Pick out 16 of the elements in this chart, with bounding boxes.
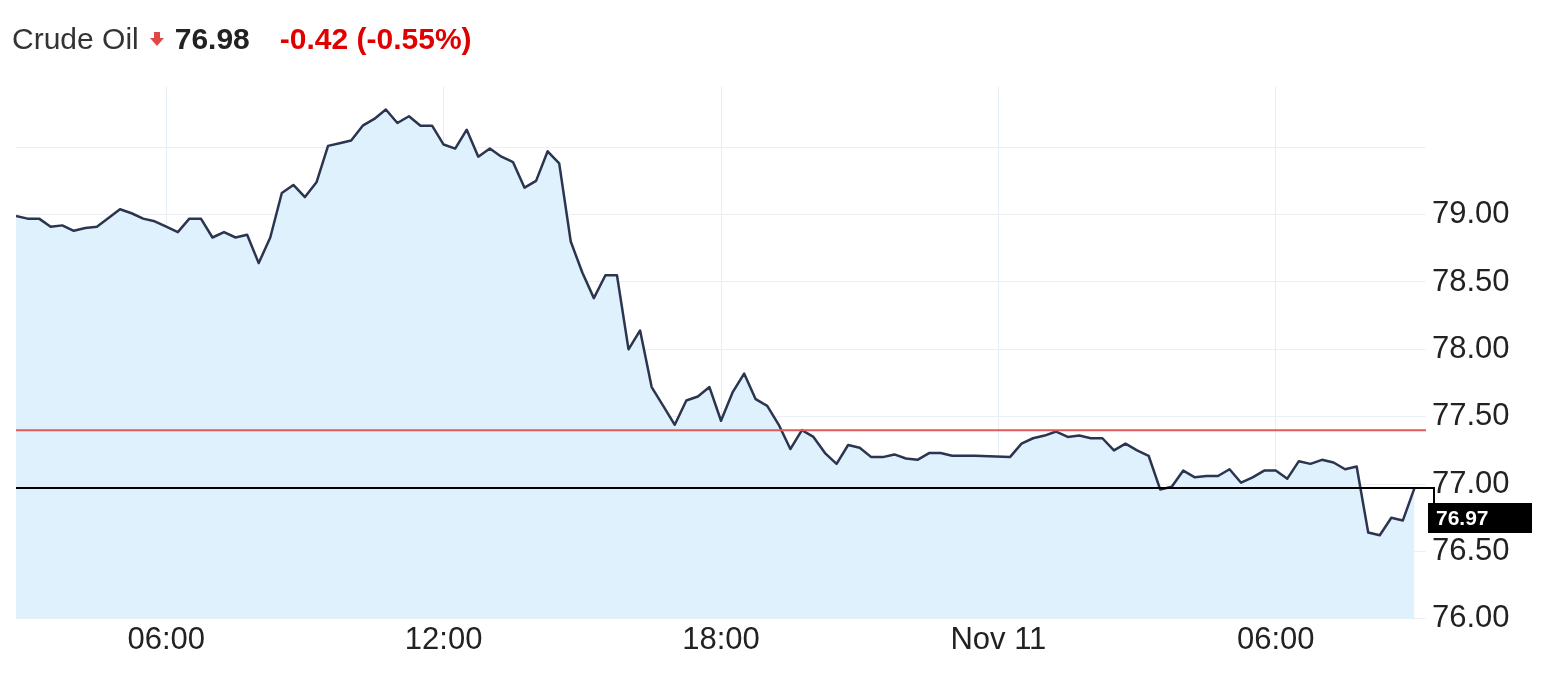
y-tick-label: 78.50 (1432, 262, 1510, 298)
chart-title: Crude Oil (12, 22, 139, 56)
y-tick-label: 78.00 (1432, 329, 1510, 365)
y-tick-label: 77.50 (1432, 397, 1510, 433)
y-tick-label: 79.00 (1432, 195, 1510, 231)
x-tick-label: Nov 11 (950, 620, 1047, 656)
text: -0.42 (-0.55%) (279, 22, 472, 56)
x-tick-label: 18:00 (682, 620, 760, 656)
y-tick-label: 76.00 (1432, 599, 1510, 635)
y-tick-label: 77.00 (1432, 464, 1510, 500)
y-tick-label: 76.50 (1432, 531, 1510, 567)
text: 76.98 (174, 22, 250, 56)
x-tick-label: 06:00 (127, 620, 206, 656)
legend-label: 76.97 (1436, 505, 1489, 529)
x-tick-label: 12:00 (404, 620, 483, 656)
x-tick-label: 06:00 (1236, 620, 1315, 656)
